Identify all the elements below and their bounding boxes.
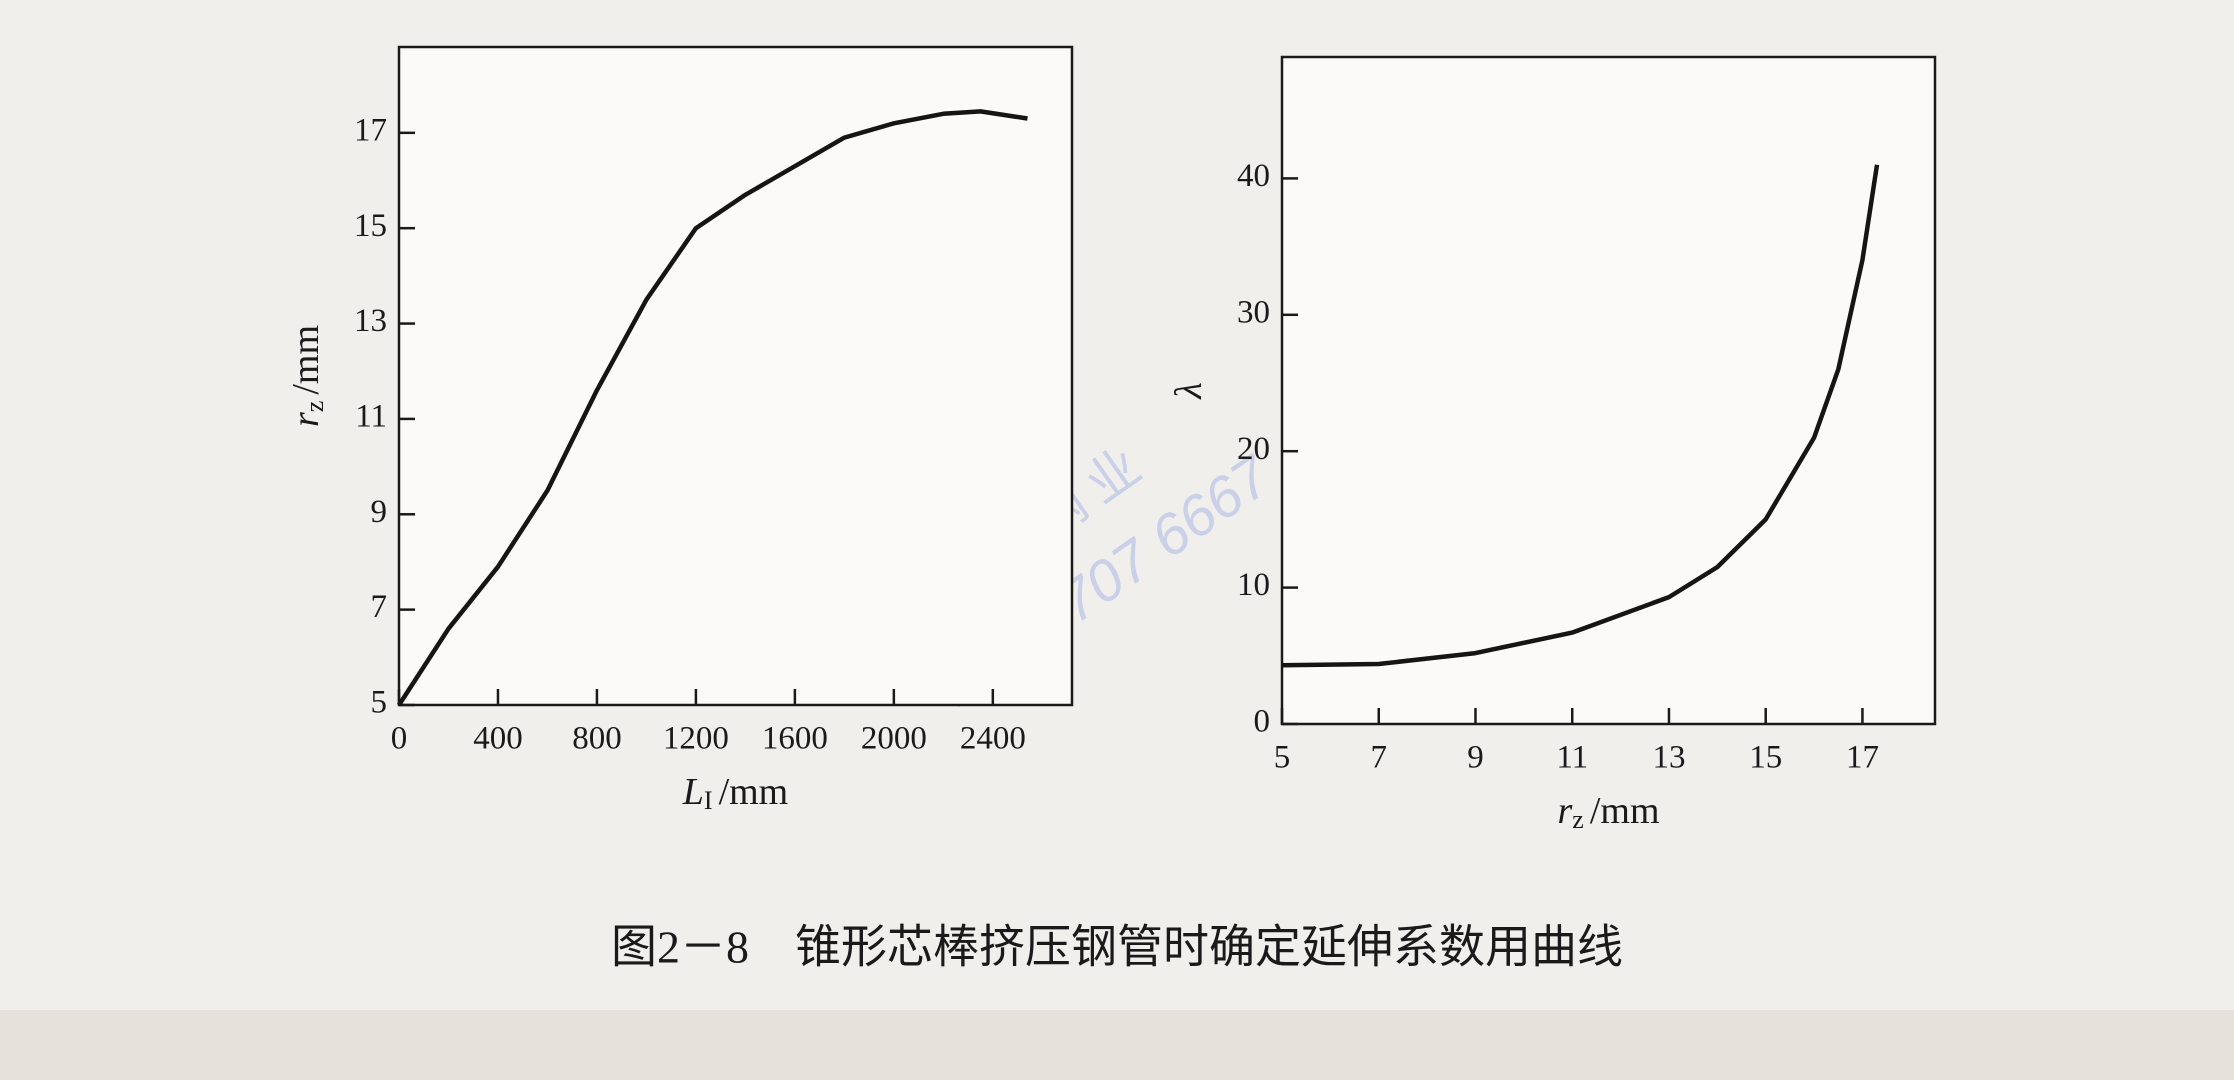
y-tick-label: 0	[1254, 704, 1271, 740]
data-line	[1281, 164, 1880, 668]
x-tick-label: 1600	[762, 721, 828, 757]
y-tick-label: 11	[355, 398, 387, 434]
x-tick-label: 2400	[960, 721, 1026, 757]
x-tick-label: 17	[1846, 740, 1879, 776]
x-tick-label: 2000	[861, 721, 927, 757]
axis-label: rz/mm	[1557, 790, 1659, 834]
axis-symbol: r	[1557, 790, 1572, 832]
axis-subscript: I	[704, 786, 713, 815]
figure-caption: 图2－8 锥形芯棒挤压钢管时确定延伸系数用曲线	[611, 922, 1623, 973]
y-tick-label: 13	[354, 303, 387, 339]
x-tick-label: 1200	[663, 721, 729, 757]
data-line	[397, 109, 1028, 707]
x-tick-label: 13	[1652, 740, 1685, 776]
axis-symbol: r	[285, 412, 327, 427]
axis-unit: /mm	[1590, 790, 1660, 832]
axis-symbol: λ	[1168, 382, 1210, 399]
y-tick-label: 7	[371, 589, 388, 625]
x-tick-label: 7	[1370, 740, 1387, 776]
axis-subscript: z	[1572, 805, 1584, 834]
plot-frame	[1280, 55, 1937, 726]
x-tick-label: 400	[473, 721, 523, 757]
paper-bottom	[0, 1010, 2234, 1080]
y-tick-label: 40	[1237, 158, 1270, 194]
y-tick-label: 20	[1237, 431, 1270, 467]
axis-label: LI/mm	[682, 771, 789, 815]
x-tick-label: 800	[572, 721, 622, 757]
x-tick-label: 15	[1749, 740, 1782, 776]
y-tick-label: 17	[354, 112, 387, 148]
x-tick-label: 11	[1556, 740, 1588, 776]
axis-label: rz/mm	[285, 325, 329, 427]
axis-unit: /mm	[719, 771, 789, 813]
axis-label: λ	[1168, 382, 1210, 399]
x-tick-label: 5	[1274, 740, 1291, 776]
y-tick-label: 10	[1237, 567, 1270, 603]
y-tick-label: 9	[371, 494, 388, 530]
plot-frame	[397, 45, 1074, 707]
axis-unit: /mm	[285, 325, 327, 395]
x-tick-label: 9	[1467, 740, 1484, 776]
y-tick-label: 15	[354, 208, 387, 244]
axis-symbol: L	[682, 771, 704, 813]
x-tick-label: 0	[391, 721, 408, 757]
axis-subscript: z	[300, 401, 329, 413]
y-tick-label: 30	[1237, 294, 1270, 330]
y-tick-label: 5	[371, 685, 388, 721]
